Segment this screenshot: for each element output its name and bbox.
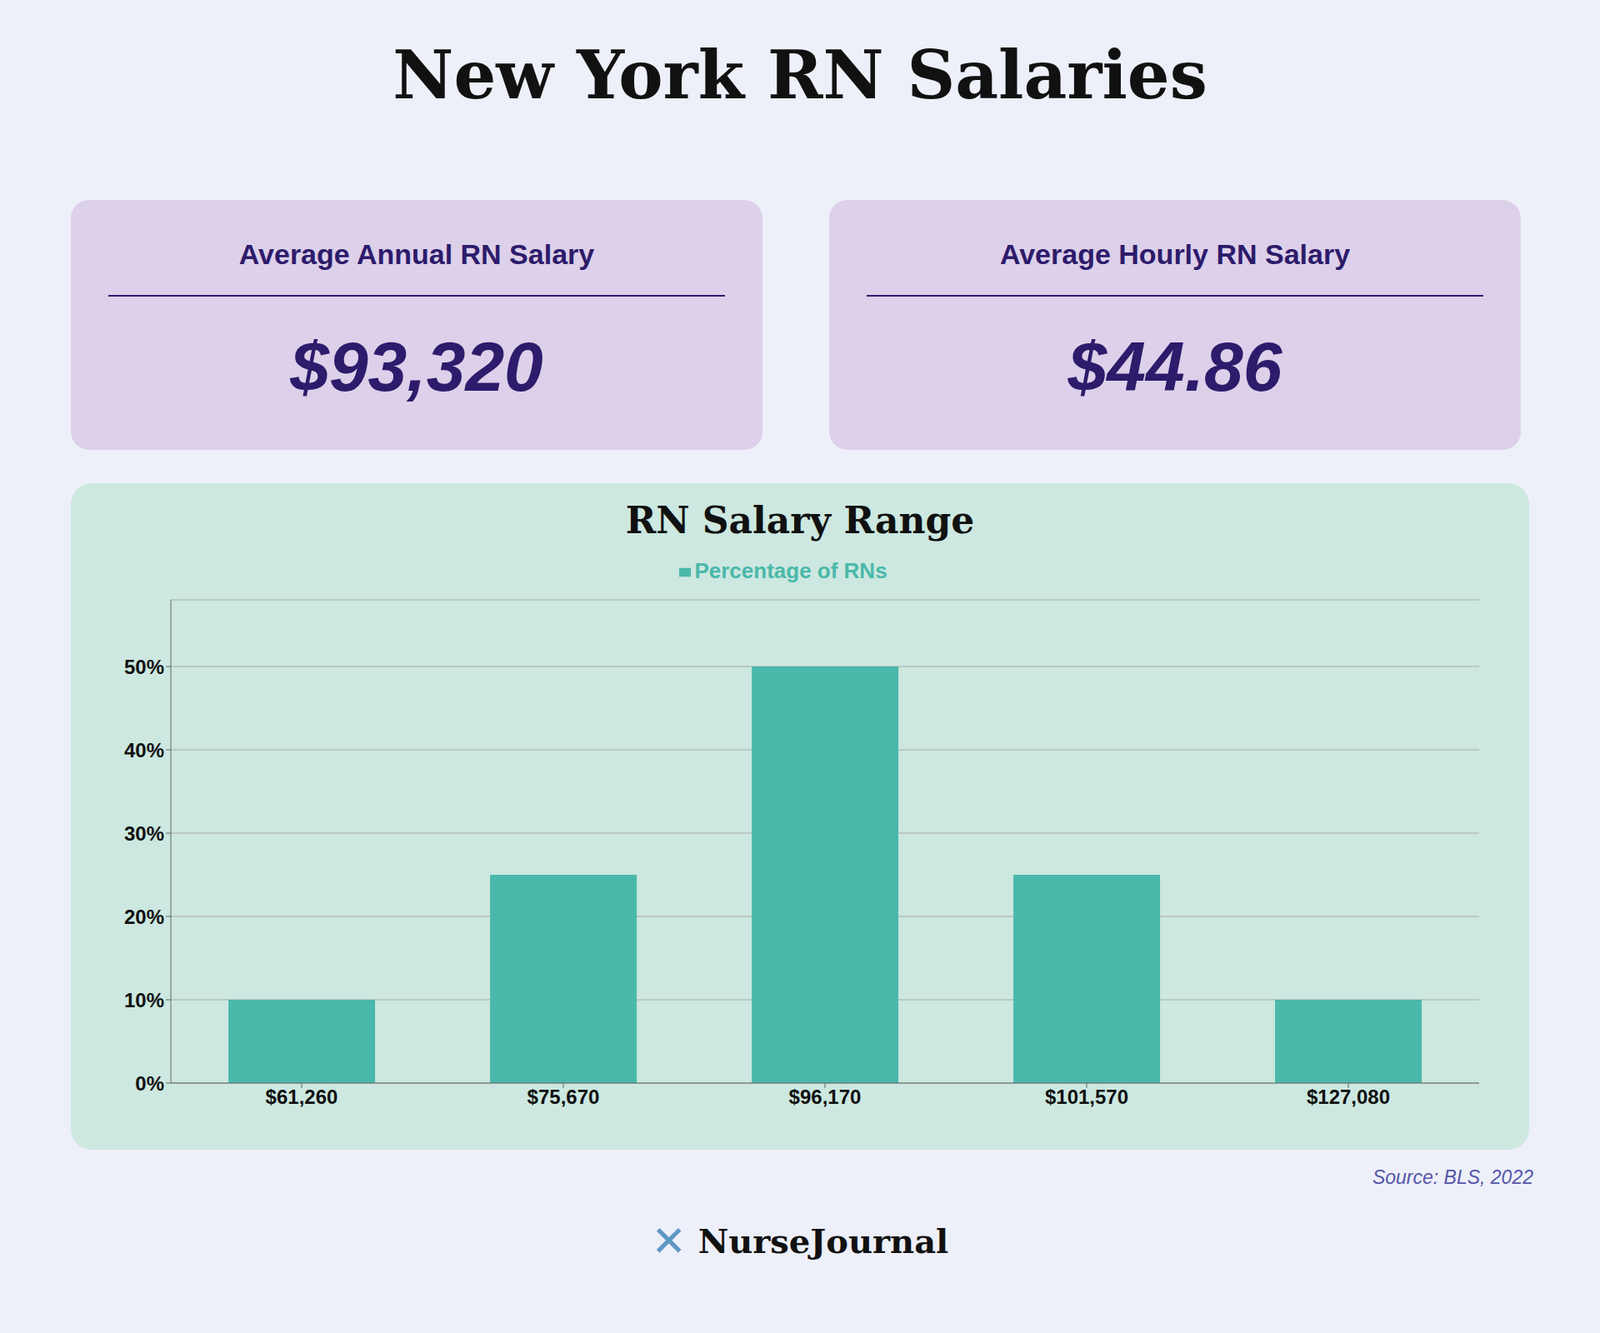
html-text:Average Annual RN Salary: Average Annual RN Salary [239, 238, 595, 270]
html-text:Source: BLS, 2022: Source: BLS, 2022 [1372, 1166, 1534, 1189]
html-text:New York RN Salaries: New York RN Salaries [392, 35, 1208, 115]
html-text:✕ NurseJournal: ✕ NurseJournal [651, 1217, 949, 1266]
html-text:RN Salary Range: RN Salary Range [625, 499, 975, 542]
svg-text:$75,670: $75,670 [527, 1085, 600, 1109]
html-text:$44.86: $44.86 [1067, 327, 1283, 406]
svg-text:$96,170: $96,170 [789, 1085, 862, 1109]
html-text:$93,320: $93,320 [290, 327, 544, 406]
svg-text:20%: 20% [124, 905, 165, 929]
svg-text:$61,260: $61,260 [265, 1085, 339, 1109]
svg-text:40%: 40% [124, 739, 165, 762]
svg-text:10%: 10% [124, 989, 165, 1012]
svg-text:$127,080: $127,080 [1306, 1085, 1390, 1109]
svg-text:$101,570: $101,570 [1045, 1085, 1129, 1109]
html-text:Percentage of RNs: Percentage of RNs [694, 558, 888, 584]
svg-text:0%: 0% [135, 1072, 165, 1095]
svg-text:50%: 50% [124, 655, 165, 679]
html-text:Average Hourly RN Salary: Average Hourly RN Salary [999, 238, 1351, 270]
svg-text:30%: 30% [124, 822, 165, 845]
